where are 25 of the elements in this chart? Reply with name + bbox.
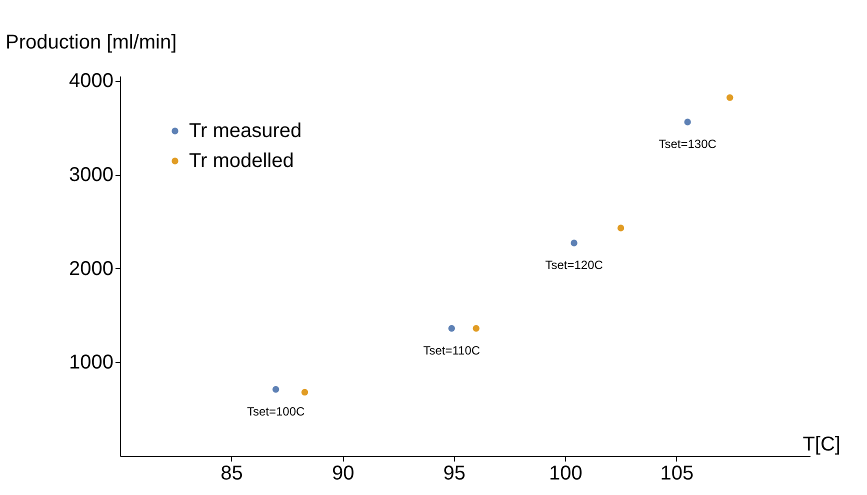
x-tick-label: 90 <box>332 462 354 484</box>
y-tick-label: 1000 <box>69 352 114 374</box>
legend-label: Tr measured <box>189 120 302 142</box>
point <box>272 386 280 393</box>
y-tick-label: 4000 <box>69 70 114 92</box>
annotation: Tset=110C <box>423 343 480 358</box>
annotation: Tset=100C <box>246 404 305 418</box>
x-tick-label: 105 <box>660 462 694 484</box>
y-axis-title: Production [ml/min] <box>6 32 177 54</box>
annotation: Tset=130C <box>658 136 717 151</box>
point <box>570 240 578 246</box>
y-tick-label: 3000 <box>69 164 114 186</box>
point <box>684 118 691 126</box>
legend-label: Tr modelled <box>189 150 294 172</box>
x-tick-label: 95 <box>443 462 466 484</box>
x-tick-label: 100 <box>548 462 582 484</box>
x-tick-label: 85 <box>220 462 243 484</box>
point <box>472 325 480 332</box>
point <box>617 224 624 232</box>
point <box>301 388 308 396</box>
annotation: Tset=120C <box>545 258 604 272</box>
point <box>726 94 734 101</box>
y-tick-label: 2000 <box>69 258 114 280</box>
x-axis-title: T[C] <box>802 434 840 456</box>
point <box>448 325 455 332</box>
